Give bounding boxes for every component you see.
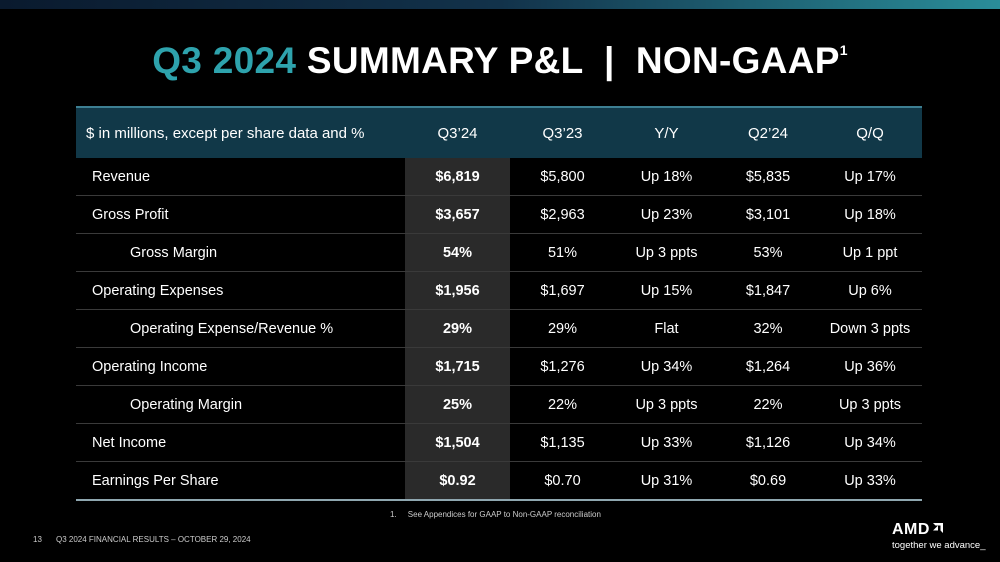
cell: $1,276 — [510, 347, 615, 386]
column-header: Q2’24 — [718, 106, 818, 158]
cell: $1,847 — [718, 271, 818, 310]
cell: Down 3 ppts — [818, 309, 922, 348]
table-row: Revenue $6,819 $5,800 Up 18% $5,835 Up 17% — [76, 158, 922, 196]
cell: Up 33% — [818, 461, 922, 501]
cell: $1,264 — [718, 347, 818, 386]
row-label: Operating Expenses — [76, 271, 405, 310]
cell: $1,126 — [718, 423, 818, 462]
cell: Flat — [615, 309, 718, 348]
cell: $1,697 — [510, 271, 615, 310]
row-label: Gross Profit — [76, 195, 405, 234]
cell: Up 33% — [615, 423, 718, 462]
row-label: Gross Margin — [76, 233, 405, 272]
logo: AMD together we advance_ — [892, 521, 985, 551]
column-header: Q3’24 — [405, 106, 510, 158]
table-body: Revenue $6,819 $5,800 Up 18% $5,835 Up 17% Gro… — [76, 158, 922, 501]
brand: AMD — [892, 521, 930, 538]
cell: 22% — [510, 385, 615, 424]
row-label: Operating Margin — [76, 385, 405, 424]
cell: $0.92 — [405, 461, 510, 501]
table-row: Operating Expense/Revenue % 29% 29% Flat 32%… — [76, 309, 922, 348]
cell: Up 34% — [615, 347, 718, 386]
cell: Up 3 ppts — [818, 385, 922, 424]
cell: $1,135 — [510, 423, 615, 462]
table-row: Operating Margin 25% 22% Up 3 ppts 22% Up 3 p… — [76, 385, 922, 424]
cell: 22% — [718, 385, 818, 424]
header-row: $ in millions, except per share data and… — [76, 106, 922, 158]
cell: Up 17% — [818, 158, 922, 196]
page-number: 13 — [33, 535, 42, 544]
cell: 54% — [405, 233, 510, 272]
row-label: Earnings Per Share — [76, 461, 405, 501]
cell: Up 31% — [615, 461, 718, 501]
column-header: Y/Y — [615, 106, 718, 158]
table-row: Net Income $1,504 $1,135 Up 33% $1,126 Up 34% — [76, 423, 922, 462]
cell: $1,956 — [405, 271, 510, 310]
cell: 29% — [510, 309, 615, 348]
cell: $5,835 — [718, 158, 818, 196]
cell: $0.70 — [510, 461, 615, 501]
column-header: $ in millions, except per share data and… — [76, 106, 405, 158]
cell: Up 1 ppt — [818, 233, 922, 272]
cell: Up 18% — [615, 158, 718, 196]
row-label: Revenue — [76, 158, 405, 196]
cell: Up 36% — [818, 347, 922, 386]
cell: 29% — [405, 309, 510, 348]
title-footnote: 1 — [839, 42, 848, 58]
brand-arrow — [932, 523, 943, 533]
cell: Up 18% — [818, 195, 922, 234]
cell: Up 15% — [615, 271, 718, 310]
cell: $5,800 — [510, 158, 615, 196]
slide-title: Q3 2024 SUMMARY P&L | NON-GAAP1 — [0, 40, 1000, 82]
cell: $0.69 — [718, 461, 818, 501]
cell: 32% — [718, 309, 818, 348]
table-row: Earnings Per Share $0.92 $0.70 Up 31% $0.69 U… — [76, 461, 922, 501]
top-bar — [0, 0, 1000, 9]
cell: $3,657 — [405, 195, 510, 234]
tagline: together we advance_ — [892, 540, 986, 551]
cell: $1,504 — [405, 423, 510, 462]
cell: Up 3 ppts — [615, 233, 718, 272]
row-label: Operating Expense/Revenue % — [76, 309, 405, 348]
title-text: SUMMARY P&L | NON-GAAP — [306, 40, 840, 81]
pl-table: $ in millions, except per share data and… — [76, 106, 922, 501]
cell: 51% — [510, 233, 615, 272]
cell: Up 23% — [615, 195, 718, 234]
table-row: Operating Income $1,715 $1,276 Up 34% $1,264… — [76, 347, 922, 386]
cell: Up 3 ppts — [615, 385, 718, 424]
cell: Up 34% — [818, 423, 922, 462]
table-row: Gross Profit $3,657 $2,963 Up 23% $3,101 Up 1… — [76, 195, 922, 234]
cell: $6,819 — [405, 158, 510, 196]
cell: 25% — [405, 385, 510, 424]
table-row: Gross Margin 54% 51% Up 3 ppts 53% Up 1 ppt — [76, 233, 922, 272]
column-header: Q3’23 — [510, 106, 615, 158]
cell: Up 6% — [818, 271, 922, 310]
column-header: Q/Q — [818, 106, 922, 158]
cell: $3,101 — [718, 195, 818, 234]
footer-text: Q3 2024 FINANCIAL RESULTS – OCTOBER 29, … — [56, 535, 251, 544]
cell: $2,963 — [510, 195, 615, 234]
row-label: Net Income — [76, 423, 405, 462]
title-highlight: Q3 2024 — [152, 40, 297, 81]
cell: $1,715 — [405, 347, 510, 386]
row-label: Operating Income — [76, 347, 405, 386]
cell: 53% — [718, 233, 818, 272]
table-row: Operating Expenses $1,956 $1,697 Up 15% $1,8… — [76, 271, 922, 310]
footnote: 1. See Appendices for GAAP to Non-GAAP r… — [390, 510, 601, 519]
